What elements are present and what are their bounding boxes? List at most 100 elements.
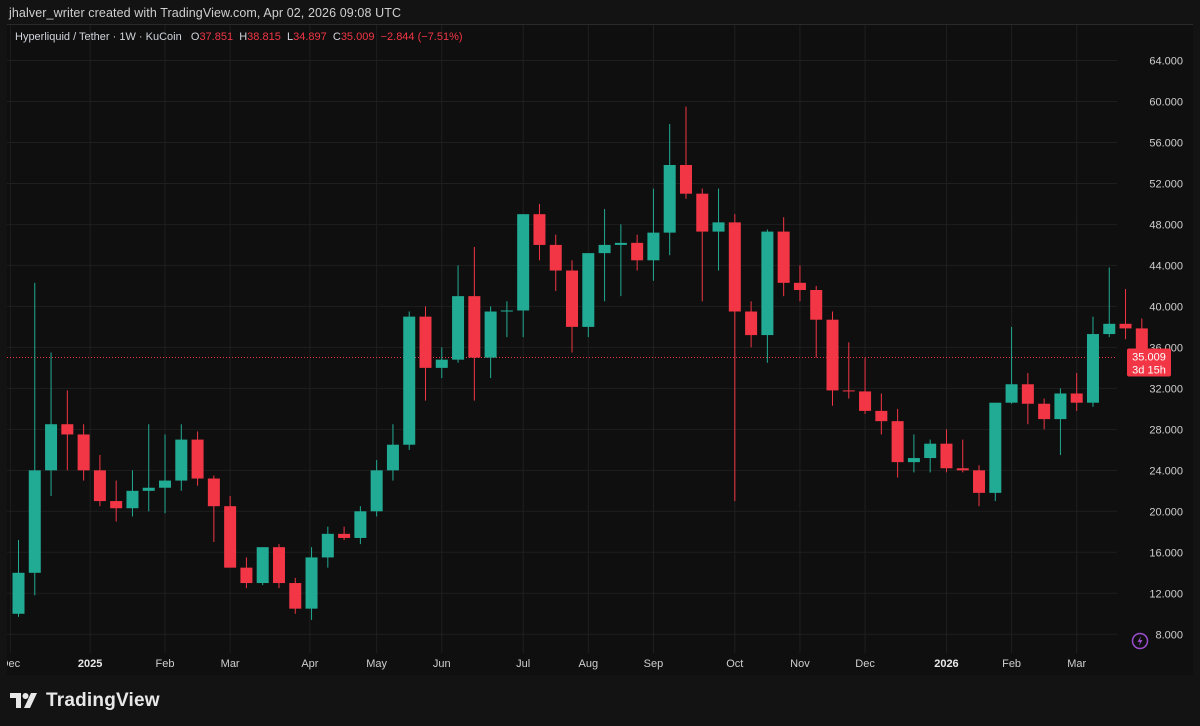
candle[interactable] <box>191 431 204 486</box>
candle[interactable] <box>826 311 839 406</box>
candle-body <box>1054 393 1067 420</box>
candle[interactable] <box>940 429 953 473</box>
candle[interactable] <box>126 470 139 517</box>
candle[interactable] <box>224 495 237 568</box>
candle[interactable] <box>452 265 465 363</box>
candle-body <box>256 547 269 584</box>
candle[interactable] <box>419 306 432 401</box>
price-tag-value: 35.009 <box>1132 352 1166 364</box>
time-axis[interactable]: Dec 2025 Feb Mar Apr May Jun Jul Aug Sep Oct Nov Dec… <box>7 658 1087 670</box>
candle[interactable] <box>566 260 579 353</box>
candle[interactable] <box>973 465 986 507</box>
candle-body <box>1119 323 1132 329</box>
candle[interactable] <box>1038 398 1051 430</box>
candle[interactable] <box>777 217 790 297</box>
candles[interactable] <box>12 106 1148 620</box>
x-tick-label: 2025 <box>78 658 102 670</box>
candle-body <box>435 359 448 368</box>
candle[interactable] <box>842 342 855 399</box>
candle[interactable] <box>272 544 285 589</box>
candle-body <box>45 424 58 471</box>
candle[interactable] <box>1070 372 1083 411</box>
candle[interactable] <box>631 234 644 271</box>
candle[interactable] <box>256 547 269 586</box>
candle[interactable] <box>598 209 611 302</box>
candle[interactable] <box>614 224 627 297</box>
candle[interactable] <box>93 454 106 507</box>
candle-body <box>566 270 579 327</box>
candle-body <box>452 296 465 360</box>
candle[interactable] <box>338 526 351 540</box>
candle[interactable] <box>207 475 220 543</box>
candle-body <box>370 470 383 512</box>
candle-body <box>614 242 627 245</box>
y-tick-label: 60.000 <box>1149 96 1183 108</box>
candle[interactable] <box>386 424 399 481</box>
candle[interactable] <box>403 311 416 450</box>
candle[interactable] <box>1054 388 1067 455</box>
chart-pane[interactable]: 8.000 12.000 16.000 20.000 24.000 28.000 32.00… <box>7 24 1193 676</box>
candle[interactable] <box>907 434 920 473</box>
candle[interactable] <box>549 234 562 292</box>
candle[interactable] <box>810 285 823 358</box>
candle[interactable] <box>321 526 334 568</box>
candle-body <box>1038 403 1051 420</box>
candle[interactable] <box>500 301 513 338</box>
candlestick-chart[interactable]: 8.000 12.000 16.000 20.000 24.000 28.000 32.00… <box>7 25 1193 675</box>
candle[interactable] <box>956 439 969 473</box>
candle-body <box>712 222 725 232</box>
candle[interactable] <box>533 203 546 261</box>
candle[interactable] <box>924 439 937 473</box>
candle[interactable] <box>1086 316 1099 407</box>
candle[interactable] <box>1021 372 1034 425</box>
candle[interactable] <box>110 480 123 522</box>
candle[interactable] <box>354 506 367 545</box>
candle[interactable] <box>517 214 530 338</box>
candle[interactable] <box>793 265 806 302</box>
lightning-icon[interactable] <box>1131 632 1149 650</box>
candle[interactable] <box>159 434 172 514</box>
candle[interactable] <box>240 557 253 589</box>
candle[interactable] <box>289 577 302 614</box>
candle[interactable] <box>647 188 660 281</box>
candle-body <box>745 311 758 336</box>
candle[interactable] <box>989 402 1002 502</box>
candle[interactable] <box>468 246 481 401</box>
x-tick-label: Feb <box>156 658 175 670</box>
candle[interactable] <box>175 424 188 491</box>
candle[interactable] <box>28 282 41 596</box>
y-tick-label: 64.000 <box>1149 55 1183 67</box>
candle[interactable] <box>875 393 888 435</box>
candle[interactable] <box>761 229 774 363</box>
y-tick-label: 12.000 <box>1149 588 1183 600</box>
candle[interactable] <box>305 547 318 620</box>
candle-body <box>159 480 172 488</box>
candle[interactable] <box>370 460 383 517</box>
candle[interactable] <box>1103 267 1116 338</box>
candle[interactable] <box>745 301 758 348</box>
candle[interactable] <box>435 347 448 379</box>
candle-body <box>826 319 839 391</box>
grid-lines <box>7 25 1117 653</box>
y-tick-label: 52.000 <box>1149 178 1183 190</box>
candle[interactable] <box>77 424 90 481</box>
candle[interactable] <box>712 188 725 271</box>
symbol-name[interactable]: Hyperliquid / Tether · 1W · KuCoin <box>15 31 182 43</box>
candle[interactable] <box>696 188 709 302</box>
candle[interactable] <box>142 424 155 512</box>
candle[interactable] <box>1005 326 1018 404</box>
candle[interactable] <box>12 540 25 617</box>
candle[interactable] <box>891 408 904 478</box>
candle[interactable] <box>663 124 676 256</box>
candle[interactable] <box>728 214 741 502</box>
candle[interactable] <box>859 357 872 414</box>
candle[interactable] <box>1119 288 1132 340</box>
candle[interactable] <box>484 306 497 379</box>
candle[interactable] <box>61 390 74 471</box>
candle[interactable] <box>45 352 58 496</box>
candle[interactable] <box>679 106 692 199</box>
x-tick-label: Dec <box>855 658 875 670</box>
price-axis[interactable]: 8.000 12.000 16.000 20.000 24.000 28.000 32.00… <box>1149 55 1183 641</box>
candle[interactable] <box>582 253 595 338</box>
tradingview-logo[interactable]: TradingView <box>10 690 160 712</box>
